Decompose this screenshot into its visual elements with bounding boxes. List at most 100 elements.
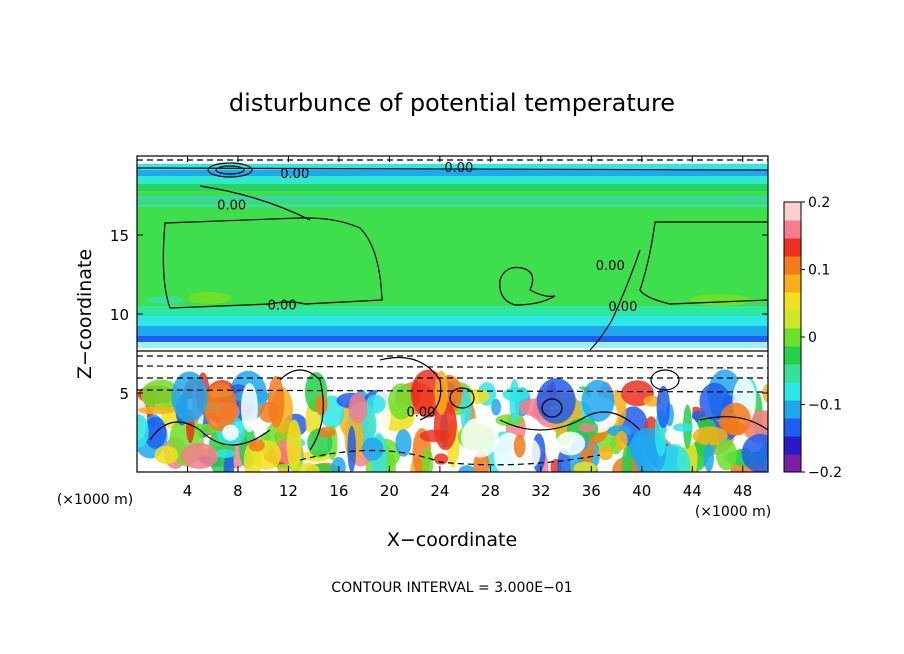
colorbar: 0.2 0.1 0 −0.1 −0.2 bbox=[783, 195, 842, 481]
contour-left-box bbox=[162, 217, 383, 309]
x-axis-unit-right: (×1000 m) bbox=[695, 504, 771, 520]
turbulence-cell bbox=[215, 449, 235, 458]
contour-lower-4 bbox=[499, 411, 641, 431]
colorbar-tick-label: 0.1 bbox=[808, 263, 830, 279]
turbulence-cell bbox=[171, 371, 208, 423]
contour-label: 0.00 bbox=[444, 161, 473, 176]
y-axis: 5 10 15 bbox=[110, 227, 768, 403]
turbulence-cell bbox=[615, 430, 628, 451]
turbulence-cell bbox=[141, 379, 181, 411]
turbulence-cell bbox=[692, 426, 728, 446]
turbulence-cell bbox=[180, 443, 219, 469]
contour-vortex bbox=[449, 387, 475, 409]
contour-vortex bbox=[650, 369, 680, 391]
turbulence-cell bbox=[222, 424, 239, 441]
turbulence-cell bbox=[258, 401, 280, 423]
contour-top-vortex bbox=[207, 162, 253, 178]
contour-label: 0.00 bbox=[406, 406, 435, 421]
contour-labels: 0.00 0.00 0.00 0.00 0.00 0.00 0.00 bbox=[217, 161, 637, 421]
contour-lower-2 bbox=[279, 369, 324, 451]
x-tick-label: 12 bbox=[279, 482, 298, 500]
turbulence-cell bbox=[241, 383, 258, 433]
colorbar-tick-label: −0.2 bbox=[808, 465, 842, 481]
turbulence-cell bbox=[318, 426, 336, 438]
colorbar-swatch bbox=[784, 328, 801, 347]
x-tick-label: 44 bbox=[683, 482, 702, 500]
contour-label: 0.00 bbox=[217, 199, 246, 214]
colorbar-swatch bbox=[784, 274, 801, 293]
turbulence-cell bbox=[248, 438, 265, 452]
contour-label: 0.00 bbox=[596, 259, 625, 274]
contour-lower-3 bbox=[379, 356, 442, 421]
contour-dashed-4 bbox=[137, 389, 768, 393]
turbulence-cell bbox=[634, 434, 644, 471]
x-axis-unit-left: (×1000 m) bbox=[57, 492, 133, 508]
contour-lines bbox=[137, 159, 768, 466]
colorbar-swatch bbox=[784, 256, 801, 275]
turbulence-cell bbox=[536, 378, 576, 424]
contour-dashed-2 bbox=[137, 365, 768, 369]
contour-top-tilt bbox=[199, 185, 311, 221]
turbulence-cell bbox=[348, 392, 368, 424]
turbulence-cell bbox=[395, 429, 412, 457]
colorbar-swatch bbox=[784, 292, 801, 311]
x-axis-label: X−coordinate bbox=[387, 529, 517, 551]
turbulence-cell bbox=[411, 379, 421, 407]
contour-lower-6 bbox=[699, 416, 768, 431]
y-tick-label: 15 bbox=[110, 227, 129, 245]
turbulence-cell bbox=[388, 383, 415, 420]
colorbar-tick-label: 0 bbox=[808, 330, 817, 346]
colorbar-swatch bbox=[784, 220, 801, 239]
turbulence-cell bbox=[461, 417, 499, 458]
contour-vortex bbox=[541, 398, 563, 418]
layer-cyan-top-2 bbox=[137, 204, 768, 207]
contour-label: 0.00 bbox=[280, 167, 309, 182]
layer-top-band-1 bbox=[137, 176, 768, 184]
contour-interval-note: CONTOUR INTERVAL = 3.000E−01 bbox=[331, 580, 572, 596]
layer-band-green-light bbox=[137, 306, 768, 316]
turbulence-cell bbox=[347, 425, 356, 472]
turbulence-cell bbox=[491, 398, 501, 416]
field-patch bbox=[188, 292, 232, 304]
turbulence-cell bbox=[672, 423, 694, 432]
contour-lower-1 bbox=[149, 421, 271, 446]
contour-diagonal bbox=[589, 249, 641, 351]
upper-field-green bbox=[137, 190, 768, 320]
turbulence-cell bbox=[621, 445, 633, 472]
y-tick-label: 5 bbox=[119, 385, 129, 403]
contour-lower-5 bbox=[299, 449, 601, 466]
x-axis: 4 8 12 16 20 24 28 32 36 40 44 48 bbox=[183, 156, 752, 500]
x-tick-label: 8 bbox=[233, 482, 243, 500]
turbulence-cell bbox=[315, 394, 328, 416]
colorbar-swatch bbox=[784, 310, 801, 329]
x-tick-label: 48 bbox=[733, 482, 752, 500]
y-axis-label: Z−coordinate bbox=[74, 249, 96, 379]
turbulence-cell bbox=[607, 425, 632, 437]
x-tick-label: 4 bbox=[183, 482, 193, 500]
y-tick-label: 10 bbox=[110, 306, 129, 324]
layer-band-cyan bbox=[137, 316, 768, 326]
x-tick-label: 32 bbox=[531, 482, 550, 500]
turbulence-cell bbox=[286, 419, 302, 471]
x-tick-label: 28 bbox=[481, 482, 500, 500]
turbulence-cell bbox=[434, 453, 449, 465]
plot-area: 0.00 0.00 0.00 0.00 0.00 0.00 0.00 bbox=[137, 156, 768, 472]
turbulence-cell bbox=[656, 385, 670, 429]
turbulence-cell bbox=[555, 431, 586, 456]
colorbar-swatch bbox=[784, 238, 801, 257]
x-tick-label: 20 bbox=[380, 482, 399, 500]
turbulence-cell bbox=[331, 456, 346, 472]
field-patch bbox=[147, 296, 183, 304]
turbulence-cell bbox=[703, 443, 715, 472]
colorbar-swatch bbox=[784, 346, 801, 365]
contour-right-box bbox=[639, 221, 768, 305]
turbulence-cell bbox=[154, 445, 179, 465]
colorbar-swatch bbox=[784, 202, 801, 221]
x-tick-label: 24 bbox=[430, 482, 449, 500]
turbulence-cell bbox=[720, 402, 751, 436]
x-tick-label: 36 bbox=[582, 482, 601, 500]
layer-cyan-top bbox=[137, 196, 768, 202]
field-patch bbox=[690, 294, 750, 306]
layer-top-band-2 bbox=[137, 184, 768, 191]
